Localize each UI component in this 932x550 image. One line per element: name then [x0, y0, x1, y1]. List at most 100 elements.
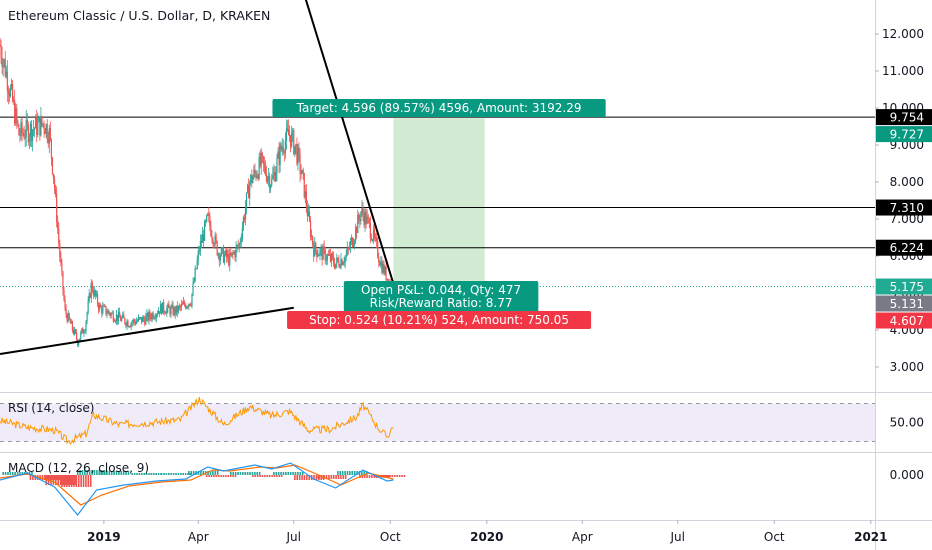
candle-body — [355, 227, 357, 241]
price-scale-label-bg — [876, 239, 932, 256]
macd-histogram-bar — [172, 473, 175, 475]
candle-body — [218, 253, 220, 261]
macd-histogram-bar — [136, 473, 138, 475]
macd-histogram-bar — [294, 472, 297, 475]
price-scale-label-text: 7.310 — [890, 201, 924, 215]
chart-title: Ethereum Classic / U.S. Dollar, D, KRAKE… — [8, 8, 270, 23]
time-tick-label: Jul — [286, 530, 301, 544]
price-scale-label-bg — [876, 278, 932, 295]
macd-histogram-bar — [242, 472, 244, 475]
macd-histogram-bar — [316, 475, 318, 479]
candle-body — [374, 237, 377, 239]
candle-body — [279, 145, 281, 166]
macd-histogram-bar — [244, 472, 247, 475]
candle-body — [108, 311, 110, 314]
macd-histogram-bar — [378, 475, 380, 478]
macd-histogram-bar — [215, 475, 218, 477]
candle-body — [288, 134, 291, 136]
candle-body — [155, 314, 157, 318]
candle-body — [346, 248, 348, 255]
candle-body — [197, 250, 199, 260]
candle-body — [285, 128, 288, 141]
candle-body — [297, 147, 299, 164]
macd-histogram-bar — [63, 475, 66, 487]
candle-body — [264, 165, 267, 175]
candle-body — [127, 321, 129, 327]
rsi-band — [0, 403, 875, 442]
price-tick-label: 12.000 — [882, 27, 924, 41]
candle-body — [249, 182, 251, 199]
candle-body — [348, 248, 350, 250]
candle-body — [220, 248, 222, 256]
candle-body — [319, 249, 321, 255]
candle-body — [39, 117, 41, 136]
candle-body — [17, 120, 19, 125]
candle-body — [336, 257, 338, 264]
candle-body — [122, 314, 124, 318]
price-scale-label: 7.310 — [876, 199, 932, 216]
macd-histogram-bar — [88, 470, 91, 475]
macd-histogram-bar — [297, 472, 299, 475]
macd-histogram-bar — [29, 475, 32, 480]
macd-histogram-bar — [256, 472, 259, 475]
ascending-trendline[interactable] — [0, 306, 294, 356]
macd-histogram-bar — [363, 471, 366, 475]
candle-body — [9, 87, 12, 96]
candle-body — [159, 304, 162, 314]
candle-body — [119, 312, 121, 318]
macd-histogram-bar — [282, 472, 285, 475]
candle-body — [156, 313, 158, 315]
candle-body — [185, 305, 187, 309]
candle-body — [66, 314, 68, 322]
candle-body — [123, 314, 125, 319]
macd-histogram-bar — [51, 475, 53, 480]
candle-body — [224, 250, 227, 256]
candle-body — [380, 261, 382, 266]
candle-body — [202, 234, 205, 241]
candle-body — [212, 238, 214, 245]
candle-body — [78, 341, 80, 346]
candle-body — [313, 244, 315, 257]
candle-body — [293, 130, 295, 154]
candle-body — [125, 323, 127, 326]
macd-histogram-bar — [55, 475, 57, 485]
candle-body — [327, 254, 329, 256]
target-label[interactable]: Target: 4.596 (89.57%) 4596, Amount: 319… — [272, 99, 606, 117]
macd-label: MACD (12, 26, close, 9) — [8, 461, 149, 475]
macd-histogram-bar — [252, 475, 254, 477]
macd-histogram-bar — [190, 471, 193, 475]
candle-body — [164, 311, 166, 314]
candle-body — [186, 306, 188, 309]
candle-body — [325, 259, 327, 261]
candle-body — [183, 302, 185, 305]
macd-histogram-bar — [71, 475, 74, 485]
candle-body — [243, 217, 246, 220]
candle-body — [368, 218, 370, 223]
candle-body — [385, 266, 387, 280]
candle-body — [272, 175, 274, 179]
candle-body — [154, 317, 156, 319]
candle-body — [349, 241, 352, 249]
macd-histogram-bar — [21, 472, 24, 475]
macd-histogram-bar — [353, 471, 356, 475]
candle-body — [0, 45, 2, 58]
candle-body — [341, 259, 343, 265]
macd-histogram-bar — [234, 475, 237, 477]
candle-body — [214, 235, 216, 246]
macd-histogram-bar — [237, 472, 239, 475]
stop-label[interactable]: Stop: 0.524 (10.21%) 524, Amount: 750.05 — [287, 311, 592, 329]
macd-histogram-bar — [234, 472, 237, 475]
macd-histogram-bar — [157, 473, 160, 475]
candle-body — [250, 174, 252, 183]
macd-histogram-bar — [70, 475, 73, 487]
candle-body — [351, 237, 354, 247]
macd-histogram-bar — [57, 475, 60, 485]
candle-body — [223, 255, 226, 263]
macd-histogram-bar — [68, 475, 70, 487]
price-scale-label: 6.224 — [876, 239, 932, 256]
candle-body — [306, 207, 309, 217]
macd-histogram-bar — [264, 475, 266, 477]
candle-body — [290, 134, 292, 147]
